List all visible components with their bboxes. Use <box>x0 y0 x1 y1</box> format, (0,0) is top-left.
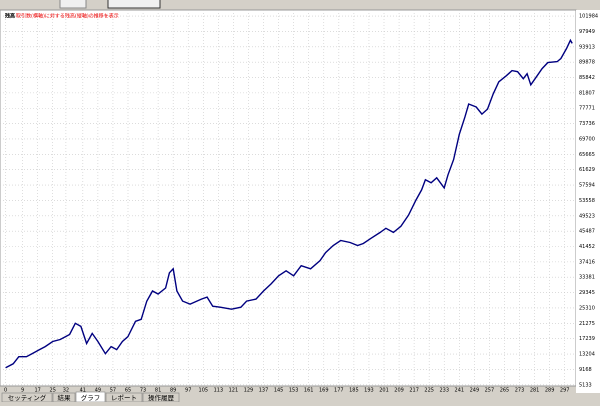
tab-label[interactable]: グラフ <box>81 393 101 402</box>
x-tick-label: 32 <box>63 388 69 394</box>
tab-bar: セッティング 結果 グラフ レポート 操作履歴 <box>0 391 600 403</box>
x-tick-label: 185 <box>349 388 359 394</box>
y-tick-label: 65665 <box>579 152 595 158</box>
x-tick-label: 129 <box>244 388 254 394</box>
toolbar-button[interactable] <box>107 0 161 9</box>
y-tick-label: 85842 <box>579 75 595 81</box>
annotation: 取引数(横軸)に対する残高(縦軸)の推移を表示 <box>16 13 119 20</box>
y-tick-label: 93913 <box>579 44 595 50</box>
tab-strip <box>0 393 600 402</box>
x-tick-label: 105 <box>199 388 209 394</box>
toolbar-field[interactable] <box>59 0 87 9</box>
y-tick-label: 25310 <box>579 305 595 311</box>
y-tick-label: 5133 <box>579 382 592 388</box>
x-tick-label: 145 <box>274 388 284 394</box>
x-tick-label: 161 <box>304 388 314 394</box>
y-tick-label: 41452 <box>579 244 595 250</box>
y-tick-label: 29345 <box>579 290 595 296</box>
x-tick-label: 0 <box>4 388 7 394</box>
y-tick-label: 17239 <box>579 336 595 342</box>
y-tick-label: 33381 <box>579 275 595 281</box>
y-tick-label: 21275 <box>579 321 595 327</box>
toolbar <box>0 0 600 10</box>
plot-area <box>0 9 577 387</box>
x-tick-label: 217 <box>409 388 419 394</box>
y-tick-label: 53558 <box>579 198 595 204</box>
x-tick-label: 177 <box>334 388 344 394</box>
x-tick-label: 25 <box>50 388 56 394</box>
x-tick-label: 233 <box>439 388 449 394</box>
y-tick-label: 101984 <box>579 14 598 20</box>
x-tick-label: 89 <box>170 388 176 394</box>
x-tick-label: 121 <box>229 388 239 394</box>
y-tick-label: 61629 <box>579 167 595 173</box>
tab-label[interactable]: 結果 <box>58 393 72 402</box>
x-tick-label: 97 <box>185 388 191 394</box>
x-tick-label: 137 <box>259 388 269 394</box>
x-tick-label: 281 <box>530 388 540 394</box>
x-tick-label: 113 <box>214 388 224 394</box>
x-tick-label: 273 <box>515 388 525 394</box>
tab-label[interactable]: レポート <box>111 394 137 402</box>
x-tick-label: 225 <box>424 388 434 394</box>
x-tick-label: 73 <box>140 388 146 394</box>
x-tick-label: 169 <box>319 388 329 394</box>
tab-label[interactable]: セッティング <box>8 393 47 402</box>
y-tick-label: 45487 <box>579 229 595 235</box>
y-tick-label: 89878 <box>579 60 595 66</box>
y-tick-label: 81807 <box>579 90 595 96</box>
y-tick-label: 77771 <box>579 106 595 112</box>
y-tick-label: 37416 <box>579 259 595 265</box>
y-axis-area <box>576 10 600 393</box>
x-tick-label: 41 <box>80 388 86 394</box>
y-tick-label: 9168 <box>579 367 592 373</box>
balance-line <box>5 38 573 369</box>
x-tick-label: 209 <box>394 388 404 394</box>
y-tick-label: 73736 <box>579 121 595 127</box>
y-tick-label: 57594 <box>579 183 595 189</box>
x-tick-label: 289 <box>545 388 555 394</box>
x-tick-label: 193 <box>364 388 374 394</box>
x-tick-label: 265 <box>500 388 510 394</box>
y-tick-label: 97949 <box>579 29 595 35</box>
tab-label[interactable]: 操作履歴 <box>148 393 175 402</box>
x-tick-label: 201 <box>379 388 389 394</box>
x-tick-label: 49 <box>95 388 101 394</box>
x-tick-label: 81 <box>155 388 161 394</box>
x-tick-label: 241 <box>455 388 465 394</box>
x-tick-label: 65 <box>125 388 131 394</box>
x-tick-label: 153 <box>289 388 299 394</box>
x-tick-label: 257 <box>485 388 495 394</box>
y-tick-label: 13204 <box>579 352 595 358</box>
x-tick-label: 249 <box>470 388 480 394</box>
x-tick-label: 57 <box>110 388 116 394</box>
y-tick-label: 69700 <box>579 136 595 142</box>
x-tick-label: 297 <box>560 388 570 394</box>
x-tick-label: 17 <box>34 388 40 394</box>
x-tick-label: 9 <box>21 388 24 394</box>
legend-label: 残高 <box>5 13 15 20</box>
y-tick-label: 49523 <box>579 213 595 219</box>
